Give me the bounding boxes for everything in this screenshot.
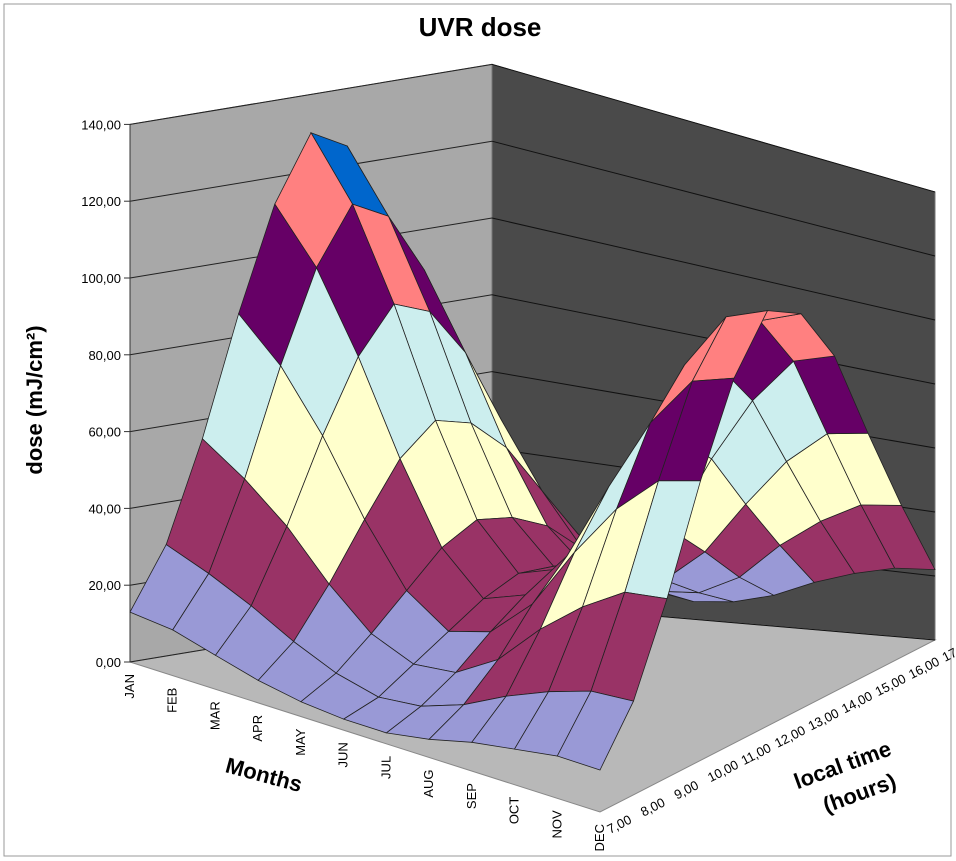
z-tick-label: 120,00	[81, 194, 121, 209]
x-tick-label: AUG	[421, 769, 436, 797]
x-tick-label: JUN	[336, 742, 351, 767]
x-tick-label: MAR	[207, 701, 222, 730]
z-tick-label: 20,00	[88, 578, 121, 593]
x-tick-label: JUL	[378, 756, 393, 779]
z-tick-label: 140,00	[81, 117, 121, 132]
x-tick-label: DEC	[592, 824, 607, 851]
x-tick-label: NOV	[549, 810, 564, 839]
z-tick-label: 40,00	[88, 501, 121, 516]
x-tick-label: SEP	[464, 783, 479, 809]
z-tick-label: 60,00	[88, 425, 121, 440]
x-tick-label: JAN	[122, 674, 137, 699]
surface-facet	[556, 690, 635, 771]
x-tick-label: MAY	[293, 728, 308, 756]
grid-line	[491, 63, 936, 193]
z-tick-label: 80,00	[88, 348, 121, 363]
z-tick-label: 0,00	[96, 655, 121, 670]
x-tick-label: FEB	[165, 688, 180, 713]
x-tick-label: OCT	[507, 797, 522, 825]
grid-line	[491, 217, 936, 321]
chart-title: UVR dose	[419, 12, 542, 42]
grid-line	[129, 63, 493, 125]
grid-line	[491, 140, 936, 257]
x-tick-label: APR	[250, 715, 265, 742]
z-axis-title: dose (mJ/cm²)	[22, 325, 47, 474]
z-tick-label: 100,00	[81, 271, 121, 286]
